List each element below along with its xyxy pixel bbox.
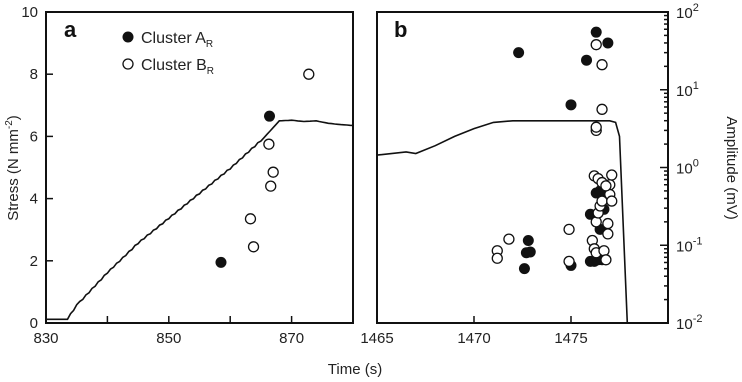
point-cluster-b [602,228,614,240]
panel-b-x-tick-label: 1475 [554,330,587,347]
point-cluster-b [606,169,618,181]
y-axis-title-right: Amplitude (mV) [723,116,740,219]
legend-label-cluster-b: Cluster BR [141,57,214,77]
point-cluster-a [590,26,602,38]
panel-b-x-tick-label: 1470 [457,330,490,347]
panel-b-y-tick-label: 102 [676,2,699,22]
point-cluster-b [267,166,279,178]
legend-marker-cluster-b [122,58,134,70]
point-cluster-b [606,195,618,207]
point-cluster-b [244,213,257,225]
panel-b-y-tick-label: 10-1 [676,235,702,255]
panel-b-y-tick-label: 100 [676,158,699,178]
point-cluster-a [522,235,534,247]
panel-a-frame [45,11,354,324]
legend-label-cluster-a: Cluster AR [141,30,213,50]
point-cluster-a [581,54,593,66]
panel-b: 102 101 100 10-1 10-2 1465 1470 1475 b [360,2,702,347]
point-cluster-b [598,245,610,257]
point-cluster-b [596,103,608,115]
point-cluster-a [263,110,275,122]
panel-b-tick-labels: 102 101 100 10-1 10-2 1465 1470 1475 [360,2,702,347]
panel-a-stress-curve [46,119,354,321]
point-cluster-b [596,59,608,71]
panel-a-points [215,68,315,268]
point-cluster-a [602,37,614,49]
panel-b-label: b [394,17,407,42]
panel-a-y-tick-label: 8 [30,66,38,83]
point-cluster-b [600,180,612,192]
legend: Cluster AR Cluster BR [122,30,214,77]
point-cluster-b [563,255,575,268]
panel-b-x-tick-label: 1465 [360,330,393,347]
panel-a-label: a [64,17,77,42]
panel-a-x-tick-label: 830 [33,330,58,347]
panel-a-x-tick-label: 870 [279,330,304,347]
point-cluster-b [263,138,275,150]
panel-a-ticks [45,11,293,324]
panel-a-y-tick-label: 10 [21,4,38,21]
point-cluster-b [303,68,315,80]
point-cluster-a [513,47,525,59]
panel-b-frame [376,11,669,324]
point-cluster-b [600,254,612,266]
panel-b-ticks [376,11,668,324]
point-cluster-b [602,217,614,230]
point-cluster-a [215,256,227,268]
point-cluster-b [247,241,260,253]
y-axis-title-left: Stress (N mm-2) [4,115,22,221]
panel-a-y-tick-label: 2 [30,253,38,270]
panel-b-stress-curve [376,120,668,324]
point-cluster-b [491,252,503,264]
point-cluster-a [565,99,577,111]
point-cluster-b [503,233,515,245]
point-cluster-b [590,121,602,133]
point-cluster-b [563,223,575,236]
point-cluster-a [518,263,530,275]
point-cluster-a [524,246,536,258]
point-cluster-b [265,180,277,192]
panel-a-y-tick-label: 0 [30,315,38,332]
legend-marker-cluster-a [122,31,134,43]
panel-b-points [491,26,618,275]
panel-a-x-tick-label: 850 [156,330,181,347]
panel-a-y-tick-label: 6 [30,128,38,145]
x-axis-title: Time (s) [328,361,382,378]
panel-a-y-tick-label: 4 [30,191,38,208]
point-cluster-b [590,39,602,51]
panel-b-y-tick-label: 101 [676,80,699,100]
panel-b-y-tick-label: 10-2 [676,313,702,333]
